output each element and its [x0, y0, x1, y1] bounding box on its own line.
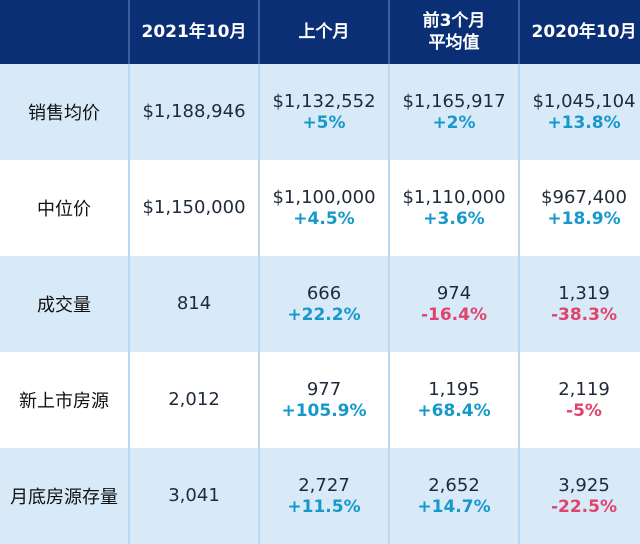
cell-change: +105.9%: [281, 401, 367, 421]
cell-value: 2,727: [298, 475, 350, 496]
cell-value: $1,165,917: [402, 91, 506, 112]
cell-value: 2,652: [428, 475, 480, 496]
row-cell: 1,319 -38.3%: [520, 256, 640, 352]
cell-change: -5%: [566, 401, 602, 421]
row-cell: 974 -16.4%: [390, 256, 518, 352]
cell-value: 1,195: [428, 379, 480, 400]
row-cell: 977 +105.9%: [260, 352, 388, 448]
cell-change: +13.8%: [547, 113, 621, 133]
cell-change: +2%: [432, 113, 476, 133]
row-label: 月底房源存量: [0, 448, 128, 544]
row-cell: $967,400 +18.9%: [520, 160, 640, 256]
header-corner: [0, 0, 128, 64]
column-divider: [258, 64, 260, 544]
column-divider: [388, 64, 390, 544]
header-col-3mo-avg-label: 前3个月 平均值: [422, 11, 486, 53]
cell-value: 666: [306, 283, 342, 304]
row-current-value: 814: [130, 256, 258, 352]
cell-change: -38.3%: [550, 305, 618, 325]
cell-change: +68.4%: [417, 401, 491, 421]
column-divider: [518, 64, 520, 544]
cell-value: $967,400: [541, 187, 627, 208]
row-cell: 1,195 +68.4%: [390, 352, 518, 448]
cell-change: +11.5%: [287, 497, 361, 517]
cell-change: +4.5%: [293, 209, 355, 229]
cell-value: $1,100,000: [272, 187, 376, 208]
header-col-3mo-avg: 前3个月 平均值: [390, 0, 518, 64]
row-cell: 666 +22.2%: [260, 256, 388, 352]
row-cell: $1,110,000 +3.6%: [390, 160, 518, 256]
row-current-value: 3,041: [130, 448, 258, 544]
cell-value: 977: [306, 379, 342, 400]
cell-value: $1,132,552: [272, 91, 376, 112]
header-col-last-month: 上个月: [260, 0, 388, 64]
header-divider: [518, 0, 520, 64]
cell-value: $1,045,104: [532, 91, 636, 112]
row-label: 销售均价: [0, 64, 128, 160]
cell-change: -22.5%: [550, 497, 618, 517]
row-cell: 2,119 -5%: [520, 352, 640, 448]
row-label: 中位价: [37, 199, 91, 220]
cell-value: 3,925: [558, 475, 610, 496]
cell-value: 2,119: [558, 379, 610, 400]
cell-change: +3.6%: [423, 209, 485, 229]
row-current-value: $1,188,946: [130, 64, 258, 160]
header-col-last-year: 2020年10月: [520, 0, 640, 64]
row-cell: $1,100,000 +4.5%: [260, 160, 388, 256]
row-label: 新上市房源: [19, 391, 109, 412]
header-divider: [388, 0, 390, 64]
row-current-value: 2,012: [168, 389, 220, 410]
row-cell: $1,165,917 +2%: [390, 64, 518, 160]
row-cell: $1,045,104 +13.8%: [520, 64, 640, 160]
cell-change: +18.9%: [547, 209, 621, 229]
cell-change: +14.7%: [417, 497, 491, 517]
header-divider: [128, 0, 130, 64]
row-cell: 2,652 +14.7%: [390, 448, 518, 544]
cell-value: 974: [436, 283, 472, 304]
cell-value: 1,319: [558, 283, 610, 304]
header-divider: [258, 0, 260, 64]
row-cell: 2,727 +11.5%: [260, 448, 388, 544]
row-current-value: $1,150,000: [142, 197, 246, 218]
cell-value: $1,110,000: [402, 187, 506, 208]
row-label: 成交量: [0, 256, 128, 352]
row-cell: 3,925 -22.5%: [520, 448, 640, 544]
header-col-current: 2021年10月: [130, 0, 258, 64]
row-cell: $1,132,552 +5%: [260, 64, 388, 160]
cell-change: -16.4%: [420, 305, 488, 325]
column-divider: [128, 64, 130, 544]
cell-change: +5%: [302, 113, 346, 133]
cell-change: +22.2%: [287, 305, 361, 325]
